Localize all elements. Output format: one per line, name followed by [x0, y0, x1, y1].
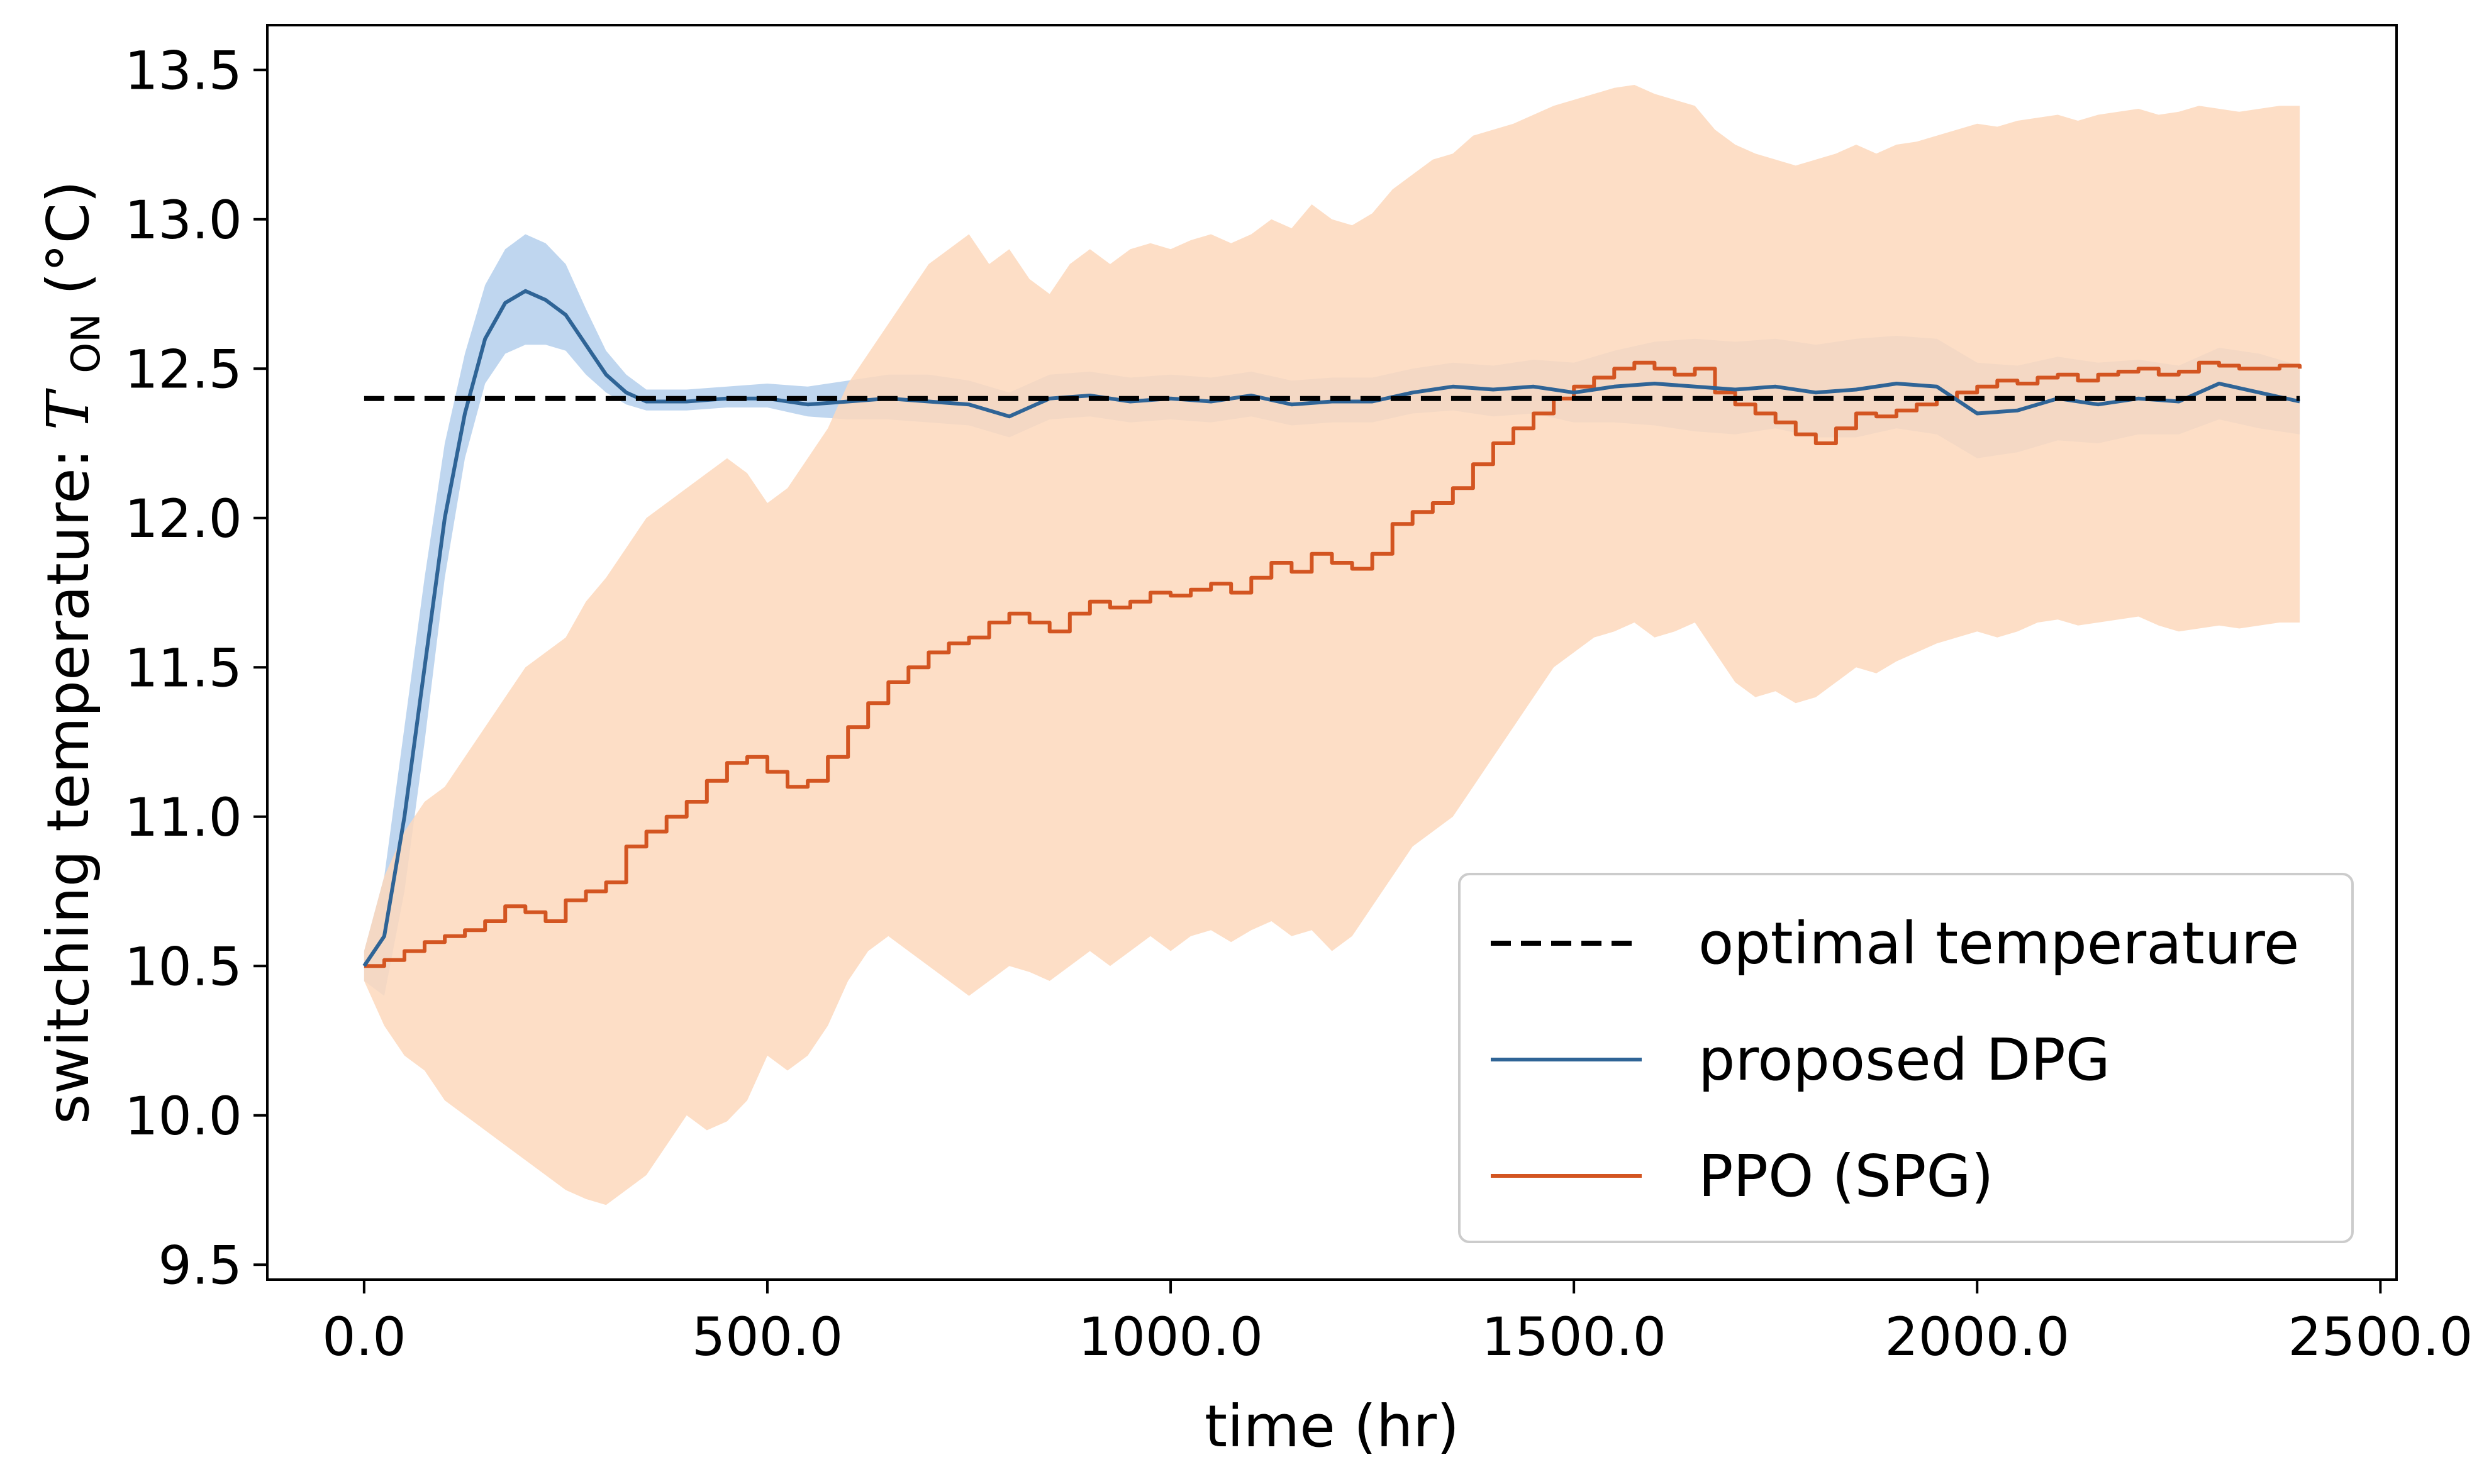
x-tick-label: 2000.0 [1885, 1306, 2069, 1368]
legend-label: PPO (SPG) [1698, 1143, 1994, 1210]
x-tick-label: 500.0 [692, 1306, 843, 1368]
legend-label: proposed DPG [1698, 1026, 2110, 1094]
y-tick-label: 11.0 [125, 787, 242, 848]
x-tick-label: 1500.0 [1481, 1306, 1666, 1368]
y-tick-label: 9.5 [158, 1234, 242, 1296]
y-tick-label: 12.0 [125, 488, 242, 550]
y-tick-label: 13.0 [125, 189, 242, 251]
y-tick-label: 13.5 [125, 40, 242, 101]
x-axis-label: time (hr) [1205, 1393, 1459, 1460]
legend-box [1458, 873, 2354, 1243]
y-axis-label-symbol: T [35, 388, 102, 430]
plot-frame [266, 24, 2398, 1281]
y-tick-label: 10.5 [125, 936, 242, 997]
series-line-2 [364, 360, 2302, 968]
y-axis-label-subscript: ON [63, 313, 109, 373]
legend-label: optimal temperature [1698, 910, 2299, 977]
y-tick-label: 11.5 [125, 637, 242, 699]
x-tick-label: 2500.0 [2288, 1306, 2473, 1368]
legend: optimal temperature proposed DPG PPO (SPG) [1458, 873, 2354, 1243]
y-tick-label: 12.5 [125, 338, 242, 400]
x-tick-label: 1000.0 [1078, 1306, 1263, 1368]
confidence-bands [364, 85, 2300, 1205]
band-2 [364, 85, 2300, 1205]
series-lines [362, 289, 2302, 968]
y-axis: 9.5 10.0 10.5 11.0 11.5 12.0 12.5 13.0 13.5 [125, 40, 267, 1296]
x-axis: 0.0 500.0 1000.0 1500.0 2000.0 2500.0 [322, 1280, 2473, 1368]
y-axis-label: switching temperature: T ON (°C) [35, 180, 113, 1124]
x-tick-label: 0.0 [322, 1306, 406, 1368]
y-axis-label-text: switching temperature: [35, 430, 102, 1124]
y-axis-label-unit: (°C) [35, 180, 102, 295]
y-tick-label: 10.0 [125, 1085, 242, 1147]
